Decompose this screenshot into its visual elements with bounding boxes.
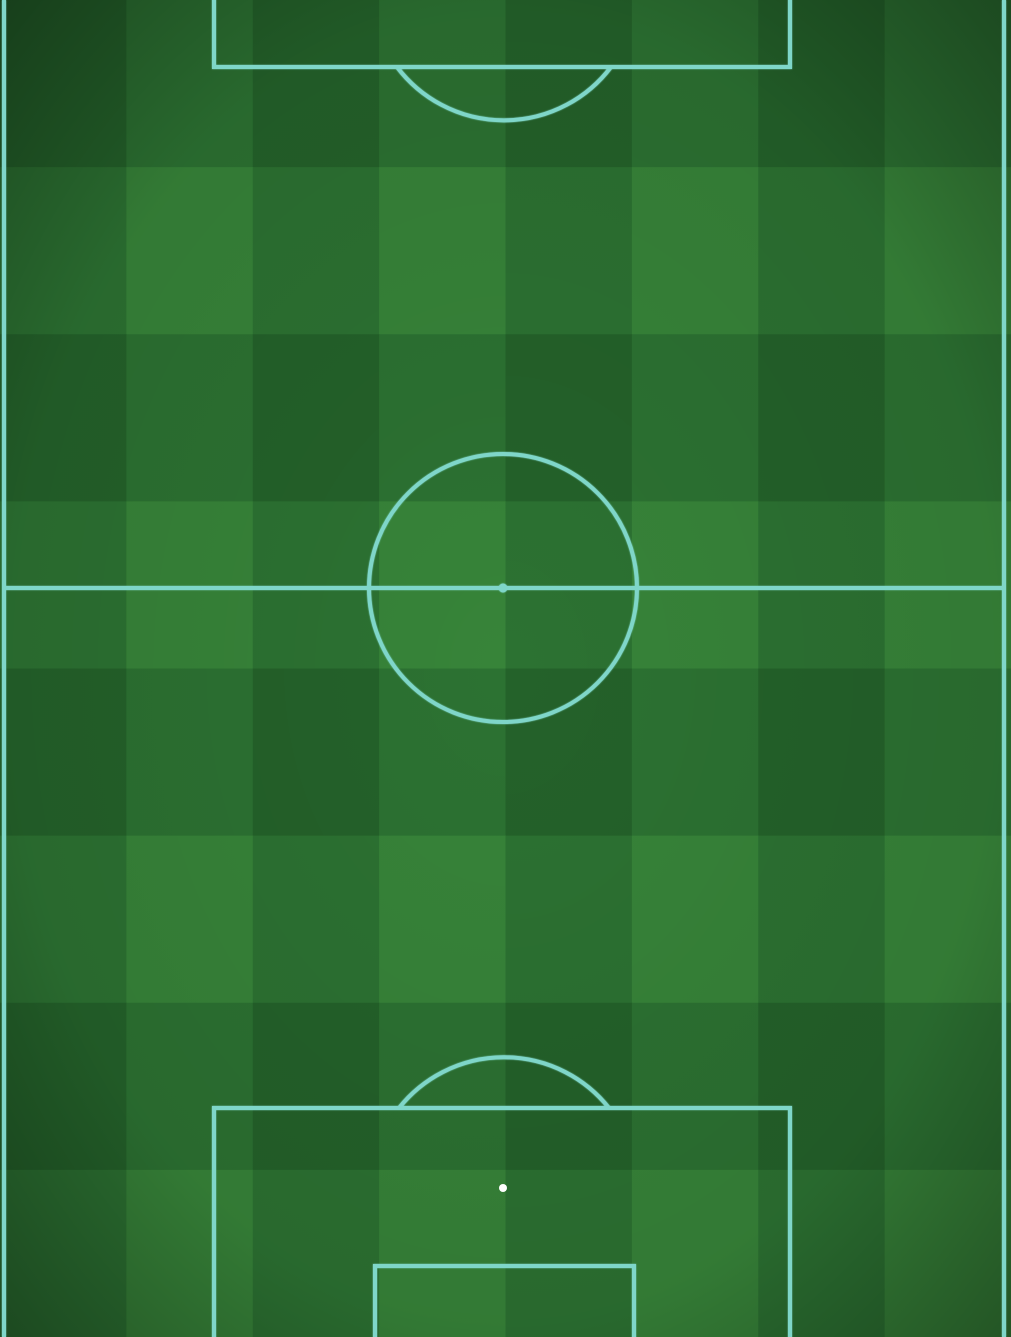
penalty-spot-bottom xyxy=(499,1184,507,1192)
penalty-arc-bottom xyxy=(397,1055,611,1110)
penalty-box-top xyxy=(212,0,792,69)
center-circle xyxy=(367,452,639,724)
goal-area-bottom xyxy=(373,1264,636,1337)
center-spot xyxy=(498,583,508,593)
penalty-arc-top xyxy=(395,65,613,123)
penalty-box-bottom xyxy=(212,1106,792,1337)
